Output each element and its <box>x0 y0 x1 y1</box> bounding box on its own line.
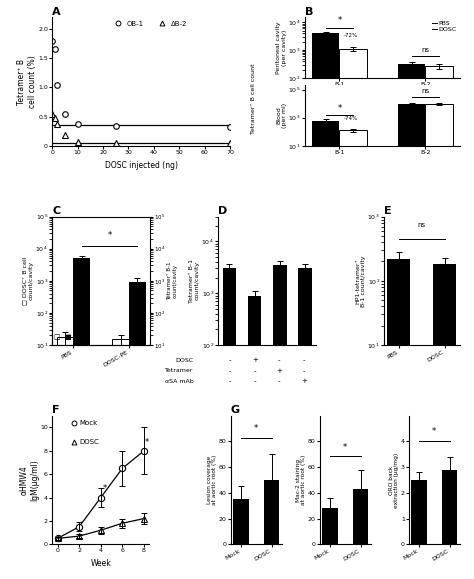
Y-axis label: Tetramer⁺ B-1
count/cavity: Tetramer⁺ B-1 count/cavity <box>167 262 178 300</box>
Text: ns: ns <box>418 222 426 228</box>
Bar <box>387 259 410 579</box>
Bar <box>56 337 73 579</box>
Bar <box>312 121 339 579</box>
Text: -: - <box>229 357 232 364</box>
Text: *: * <box>343 443 347 452</box>
Text: -: - <box>302 368 305 374</box>
Text: ns: ns <box>421 47 429 53</box>
Bar <box>339 49 367 579</box>
Y-axis label: Mac-2 staining
at aortic root (%): Mac-2 staining at aortic root (%) <box>296 455 307 505</box>
Text: -: - <box>254 378 256 384</box>
Bar <box>433 265 456 579</box>
Bar <box>247 295 262 579</box>
Bar <box>264 480 280 544</box>
Text: *: * <box>337 104 342 113</box>
Text: Mock: Mock <box>79 420 98 426</box>
Text: C: C <box>52 206 60 216</box>
Bar <box>312 34 339 579</box>
Text: ns: ns <box>421 89 429 94</box>
Legend: PBS, DOSC: PBS, DOSC <box>432 20 456 32</box>
Text: +: + <box>252 357 258 364</box>
Text: *: * <box>108 232 111 240</box>
Text: Tetramer: Tetramer <box>165 368 193 373</box>
Y-axis label: Blood
(per ml): Blood (per ml) <box>276 103 287 128</box>
Bar <box>129 283 146 579</box>
Bar <box>411 480 427 544</box>
Text: Tetramer⁺ B cell count: Tetramer⁺ B cell count <box>251 63 256 134</box>
Y-axis label: HP1-tetramer⁺
B-1 count/cavity: HP1-tetramer⁺ B-1 count/cavity <box>356 255 366 306</box>
Bar <box>398 104 425 579</box>
Y-axis label: αHMW4
IgM(μg/ml): αHMW4 IgM(μg/ml) <box>19 459 39 501</box>
Text: *: * <box>253 296 257 305</box>
Text: -: - <box>229 368 232 374</box>
X-axis label: Week: Week <box>91 559 111 568</box>
Text: *: * <box>337 16 342 25</box>
Text: +: + <box>301 378 307 384</box>
Text: *: * <box>254 424 258 433</box>
Y-axis label: □ DOSC⁺ B cell
count/cavity: □ DOSC⁺ B cell count/cavity <box>23 256 34 305</box>
Bar <box>339 130 367 579</box>
Text: -: - <box>278 357 281 364</box>
Bar <box>425 104 453 579</box>
Y-axis label: Tetramer⁺ B-1
count/cavity: Tetramer⁺ B-1 count/cavity <box>189 259 200 303</box>
Bar <box>273 265 287 579</box>
X-axis label: DOSC injected (ng): DOSC injected (ng) <box>105 160 178 170</box>
Text: F: F <box>52 405 60 415</box>
Bar <box>425 66 453 579</box>
Text: ΔB-2: ΔB-2 <box>172 21 188 27</box>
Text: *: * <box>432 427 437 436</box>
Bar <box>112 339 129 579</box>
Bar <box>353 489 368 544</box>
Bar <box>398 64 425 579</box>
Text: αSA mAb: αSA mAb <box>165 379 193 383</box>
Text: -: - <box>278 378 281 384</box>
Text: A: A <box>52 6 61 17</box>
Text: *: * <box>145 438 149 447</box>
Bar <box>298 269 311 579</box>
Text: E: E <box>384 206 392 216</box>
Text: B: B <box>305 6 313 17</box>
Bar <box>233 499 249 544</box>
Y-axis label: Tetramer⁺ B
cell count (%): Tetramer⁺ B cell count (%) <box>18 55 36 108</box>
Text: OB-1: OB-1 <box>127 21 144 27</box>
Text: -72%: -72% <box>344 33 358 38</box>
Text: *: * <box>103 483 107 493</box>
Y-axis label: Peritoneal cavity
(per cavity): Peritoneal cavity (per cavity) <box>276 21 287 74</box>
Text: DOSC: DOSC <box>79 439 99 445</box>
Text: □  ■: □ ■ <box>54 334 72 340</box>
Bar <box>73 258 90 579</box>
Text: +: + <box>276 368 283 374</box>
Y-axis label: ORO back
extraction (μg/mg): ORO back extraction (μg/mg) <box>389 452 400 508</box>
Bar <box>442 470 457 544</box>
Text: -: - <box>302 357 305 364</box>
Text: -: - <box>254 368 256 374</box>
Bar <box>223 269 237 579</box>
Y-axis label: Lesion coverage
at aortic root (%): Lesion coverage at aortic root (%) <box>207 455 218 505</box>
Text: DOSC: DOSC <box>175 358 193 363</box>
Text: -74%: -74% <box>344 116 358 121</box>
Bar <box>322 508 337 544</box>
Text: -: - <box>229 378 232 384</box>
Text: D: D <box>218 206 228 216</box>
Text: G: G <box>231 405 240 415</box>
